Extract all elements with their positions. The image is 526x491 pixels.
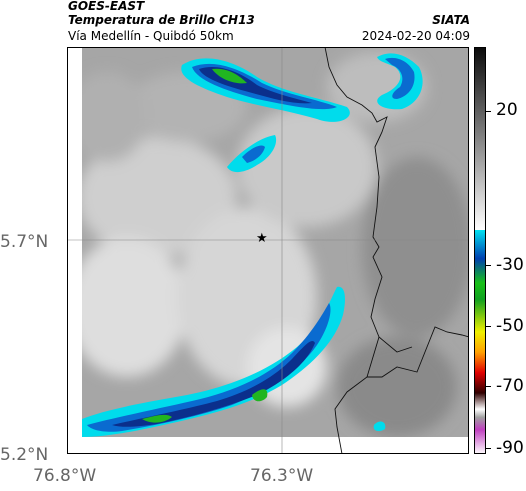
cold-cloud-small — [227, 135, 277, 173]
graticule — [67, 47, 469, 454]
org-label: SIATA — [432, 13, 470, 27]
region-label: Vía Medellín - Quibdó 50km — [68, 29, 234, 43]
lat-label-5-7: 5.7°N — [0, 232, 49, 252]
cb-label-neg30: -30 — [496, 255, 524, 275]
colorbar — [474, 47, 486, 454]
cb-tick — [486, 111, 491, 112]
cb-tick — [486, 265, 491, 266]
map-frame — [67, 47, 469, 454]
lat-label-5-2: 5.2°N — [0, 445, 49, 465]
cloud-imagery — [67, 47, 469, 454]
cb-tick — [486, 326, 491, 327]
political-borders — [324, 47, 469, 454]
cb-tick — [486, 386, 491, 387]
cb-label-20: 20 — [496, 100, 518, 120]
satellite-map — [67, 47, 469, 454]
cb-label-neg70: -70 — [496, 376, 524, 396]
lon-label-76-8: 76.8°W — [33, 466, 97, 486]
product-title: Temperatura de Brillo CH13 — [68, 13, 255, 27]
cb-tick — [486, 448, 491, 449]
lon-label-76-3: 76.3°W — [250, 466, 314, 486]
cb-label-neg90: -90 — [496, 438, 524, 458]
satellite-title: GOES-EAST — [68, 0, 145, 13]
datetime-label: 2024-02-20 04:09 — [361, 29, 470, 43]
cb-label-neg50: -50 — [496, 316, 524, 336]
star-icon: ★ — [256, 231, 268, 246]
cold-cloud-band-north — [181, 53, 423, 122]
